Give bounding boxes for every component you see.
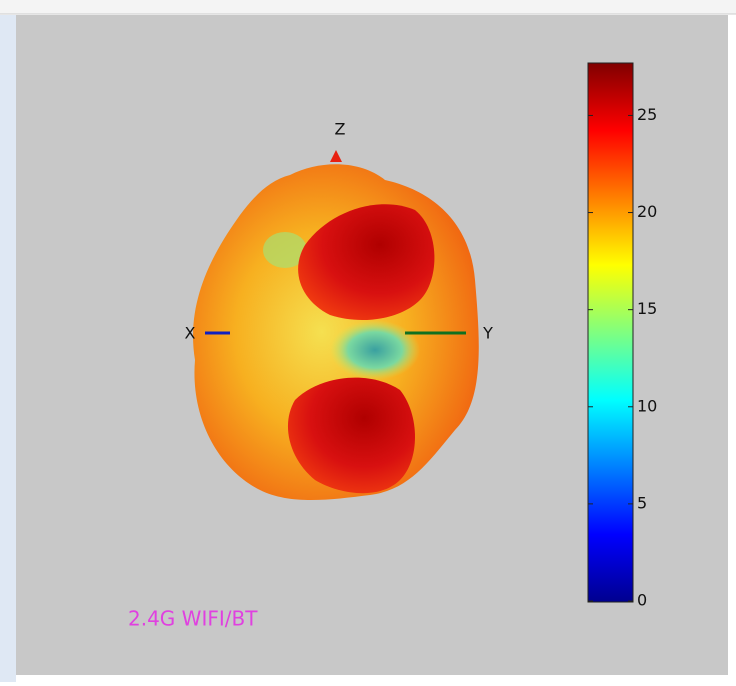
colorbar-tick-label: 5 — [637, 493, 647, 512]
colorbar-tick-label: 25 — [637, 105, 657, 124]
colorbar — [588, 63, 633, 602]
figure-window: X Y Z 2.4G WIFI/BT 0 5 10 15 20 25 — [0, 0, 736, 682]
axis-label: X — [185, 324, 196, 343]
toolbar — [0, 0, 736, 14]
colorbar-tick-label: 20 — [637, 202, 657, 221]
axis-label: Y — [482, 324, 493, 343]
side-border — [0, 15, 16, 682]
annotation: 2.4G WIFI/BT — [128, 607, 258, 631]
axis-label: Z — [335, 120, 346, 139]
colorbar-tick-label: 0 — [637, 591, 647, 610]
colorbar-tick-label: 10 — [637, 396, 657, 415]
colorbar-tick-label: 15 — [637, 299, 657, 318]
pattern-null — [330, 320, 420, 380]
